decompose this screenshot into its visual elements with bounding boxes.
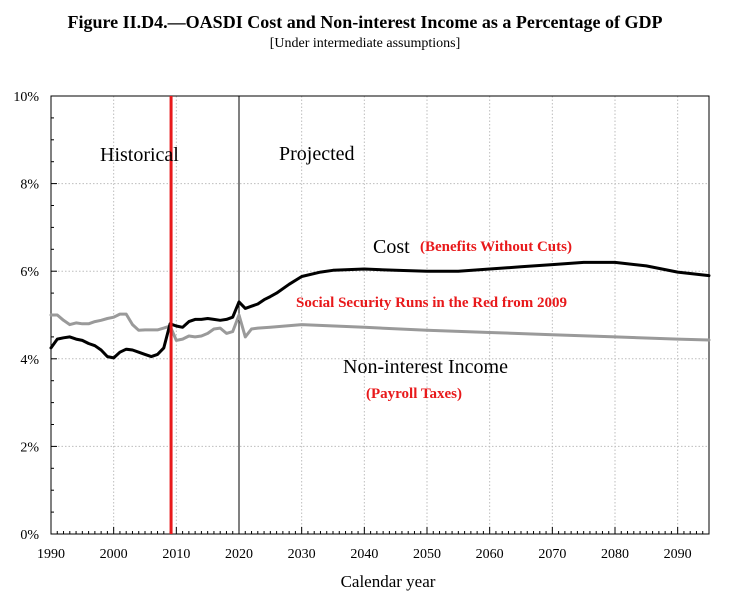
x-tick-label: 2070 (538, 547, 566, 562)
income-note: (Payroll Taxes) (366, 386, 462, 402)
y-tick-label: 0% (20, 528, 39, 543)
x-tick-label: 2000 (100, 547, 128, 562)
y-tick-label: 8% (20, 178, 39, 193)
x-tick-label: 2040 (350, 547, 378, 562)
x-tick-label: 2010 (162, 547, 190, 562)
region-label-projected: Projected (279, 143, 355, 165)
y-tick-label: 10% (13, 90, 39, 105)
annotations: Historical Projected Cost (Benefits With… (100, 143, 572, 591)
chart-subtitle: [Under intermediate assumptions] (269, 36, 461, 51)
x-tick-label: 2030 (288, 547, 316, 562)
deficit-note: Social Security Runs in the Red from 200… (296, 295, 567, 311)
income-label: Non-interest Income (343, 356, 508, 378)
x-tick-label: 2060 (476, 547, 504, 562)
x-axis-label: Calendar year (341, 572, 436, 591)
x-tick-label: 2050 (413, 547, 441, 562)
ticks: 0% 2% 4% 6% 8% 10% 1990 2000 2010 2020 2030 2040 205… (13, 90, 691, 562)
x-tick-label: 2020 (225, 547, 253, 562)
income-line (49, 312, 711, 342)
cost-note: (Benefits Without Cuts) (420, 239, 572, 255)
x-tick-label: 2090 (664, 547, 692, 562)
x-tick-label: 1990 (37, 547, 65, 562)
cost-label: Cost (373, 236, 410, 258)
series-lines (49, 96, 711, 534)
y-tick-label: 6% (20, 265, 39, 280)
x-tick-label: 2080 (601, 547, 629, 562)
y-tick-label: 2% (20, 440, 39, 455)
y-tick-label: 4% (20, 353, 39, 368)
chart-title: Figure II.D4.—OASDI Cost and Non-interes… (67, 12, 663, 32)
region-label-historical: Historical (100, 144, 179, 166)
cost-line (49, 260, 711, 360)
